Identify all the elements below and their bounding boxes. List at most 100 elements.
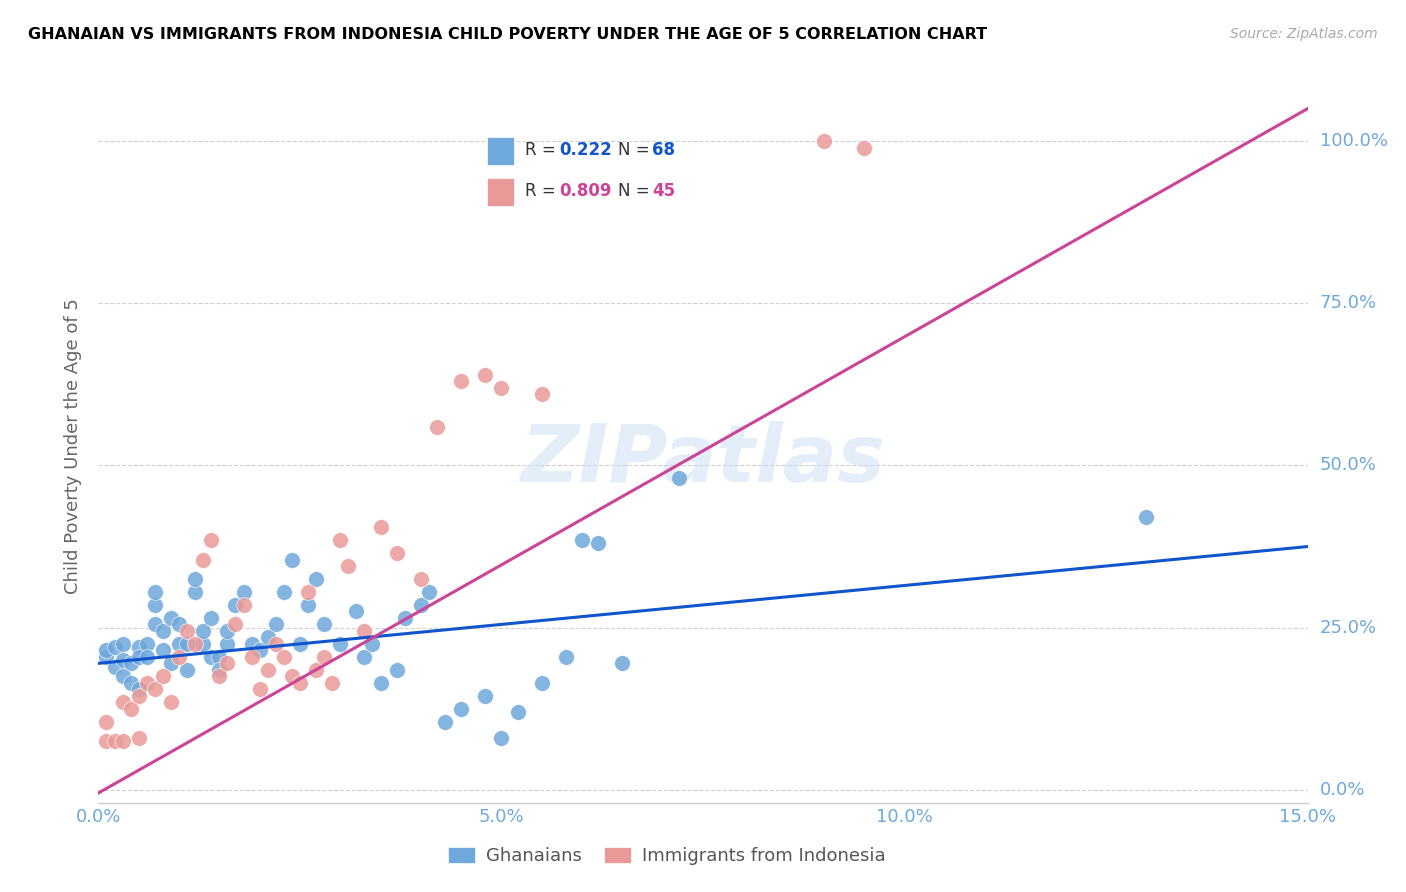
- Point: [530, 675, 553, 690]
- Point: [337, 559, 360, 574]
- Point: [264, 637, 287, 651]
- Point: [256, 663, 278, 677]
- Point: [128, 731, 150, 745]
- Point: [1135, 510, 1157, 524]
- Point: [111, 653, 134, 667]
- Point: [160, 695, 183, 709]
- Text: 0.0%: 0.0%: [1320, 780, 1365, 799]
- Point: [167, 637, 190, 651]
- Point: [491, 381, 513, 395]
- Point: [200, 611, 222, 625]
- Point: [200, 533, 222, 547]
- Point: [167, 617, 190, 632]
- Point: [813, 134, 835, 148]
- Point: [160, 657, 183, 671]
- Point: [297, 585, 319, 599]
- Point: [353, 649, 375, 664]
- Y-axis label: Child Poverty Under the Age of 5: Child Poverty Under the Age of 5: [65, 298, 83, 594]
- Point: [329, 637, 352, 651]
- Point: [167, 649, 190, 664]
- Point: [176, 624, 198, 638]
- Point: [273, 585, 295, 599]
- Point: [184, 637, 207, 651]
- Point: [353, 624, 375, 638]
- Point: [530, 387, 553, 401]
- Point: [120, 675, 142, 690]
- Point: [288, 675, 311, 690]
- Point: [208, 649, 231, 664]
- Point: [370, 520, 392, 534]
- Point: [321, 675, 343, 690]
- Point: [450, 374, 472, 388]
- Point: [111, 734, 134, 748]
- Point: [152, 624, 174, 638]
- Text: N =: N =: [617, 141, 655, 159]
- Point: [409, 572, 432, 586]
- Point: [612, 657, 634, 671]
- Point: [571, 533, 593, 547]
- Text: R =: R =: [524, 141, 561, 159]
- Text: 25.0%: 25.0%: [1320, 619, 1376, 637]
- Point: [329, 533, 352, 547]
- Point: [297, 598, 319, 612]
- Point: [385, 546, 408, 560]
- Point: [193, 637, 215, 651]
- Point: [240, 637, 263, 651]
- Point: [176, 663, 198, 677]
- Point: [474, 689, 496, 703]
- Point: [193, 552, 215, 566]
- Point: [184, 572, 207, 586]
- Point: [249, 682, 271, 697]
- Point: [103, 659, 125, 673]
- Point: [111, 669, 134, 683]
- Point: [474, 368, 496, 382]
- Point: [361, 637, 384, 651]
- Point: [232, 598, 254, 612]
- Point: [103, 640, 125, 654]
- Point: [314, 649, 336, 664]
- Point: [120, 657, 142, 671]
- Point: [491, 731, 513, 745]
- Point: [128, 640, 150, 654]
- Point: [249, 643, 271, 657]
- Point: [224, 617, 246, 632]
- Point: [385, 663, 408, 677]
- Point: [409, 598, 432, 612]
- Point: [450, 702, 472, 716]
- Point: [314, 617, 336, 632]
- Bar: [488, 137, 513, 165]
- Point: [217, 657, 239, 671]
- Bar: [488, 178, 513, 205]
- Text: R =: R =: [524, 182, 561, 200]
- Text: N =: N =: [617, 182, 655, 200]
- Point: [256, 631, 278, 645]
- Point: [240, 649, 263, 664]
- Text: 0.809: 0.809: [560, 182, 612, 200]
- Point: [555, 649, 578, 664]
- Point: [394, 611, 416, 625]
- Point: [135, 649, 157, 664]
- Point: [200, 649, 222, 664]
- Point: [370, 675, 392, 690]
- Text: 68: 68: [652, 141, 675, 159]
- Text: 50.0%: 50.0%: [1320, 457, 1376, 475]
- Point: [853, 140, 876, 154]
- Text: GHANAIAN VS IMMIGRANTS FROM INDONESIA CHILD POVERTY UNDER THE AGE OF 5 CORRELATI: GHANAIAN VS IMMIGRANTS FROM INDONESIA CH…: [28, 27, 987, 42]
- Point: [96, 714, 118, 729]
- Point: [135, 637, 157, 651]
- Point: [96, 643, 118, 657]
- Point: [176, 637, 198, 651]
- Point: [208, 663, 231, 677]
- Point: [217, 637, 239, 651]
- Point: [111, 637, 134, 651]
- Point: [160, 611, 183, 625]
- Text: Source: ZipAtlas.com: Source: ZipAtlas.com: [1230, 27, 1378, 41]
- Point: [426, 419, 449, 434]
- Point: [232, 585, 254, 599]
- Point: [128, 682, 150, 697]
- Text: 0.222: 0.222: [560, 141, 612, 159]
- Point: [434, 714, 457, 729]
- Point: [208, 669, 231, 683]
- Point: [184, 585, 207, 599]
- Legend: Ghanaians, Immigrants from Indonesia: Ghanaians, Immigrants from Indonesia: [441, 839, 893, 872]
